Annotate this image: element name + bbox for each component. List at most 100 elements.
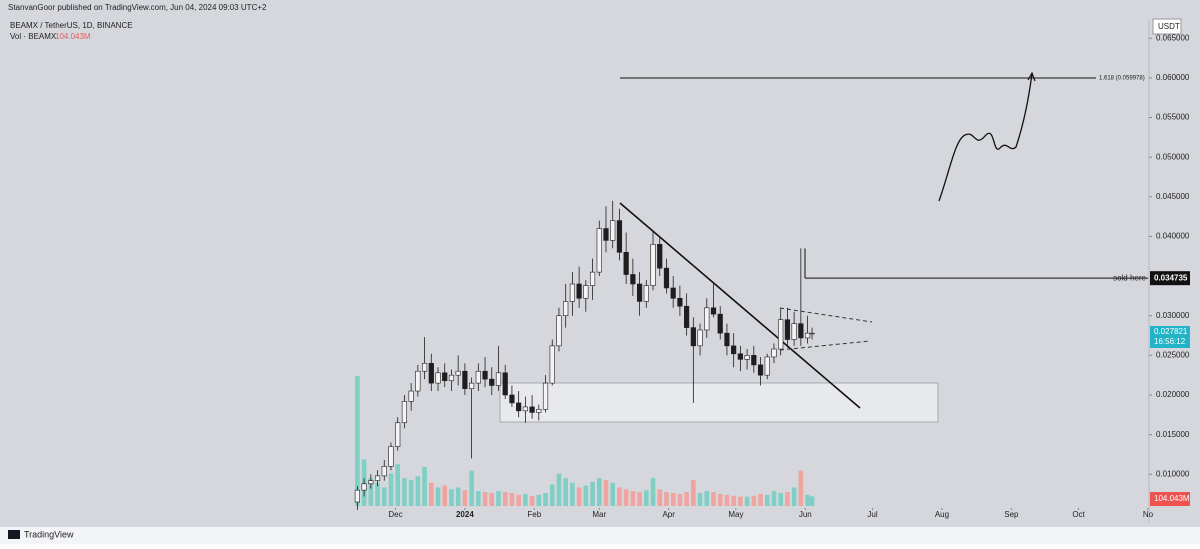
brand: TradingView	[8, 529, 74, 539]
candle-body	[583, 285, 589, 299]
candle-body	[630, 274, 636, 285]
candle-body	[428, 362, 434, 384]
volume-bar	[724, 494, 730, 506]
volume-bar	[704, 491, 710, 506]
candle-body	[381, 466, 387, 477]
volume-bar	[489, 493, 495, 506]
candle-body	[650, 244, 656, 286]
candle-body	[697, 329, 703, 347]
candle-body	[475, 370, 481, 384]
candle-body	[677, 297, 683, 307]
candle-body	[704, 307, 710, 331]
candle-body	[536, 408, 542, 413]
brand-logo	[8, 530, 20, 539]
candle-body	[804, 332, 811, 339]
volume-bar	[543, 493, 548, 506]
volume-bar	[402, 478, 407, 506]
y-tick-label: 0.050000	[1156, 152, 1190, 161]
volume-bar	[509, 493, 515, 506]
volume-bar	[684, 492, 689, 506]
x-tick-label: 2024	[456, 510, 474, 519]
volume-bar	[563, 478, 568, 506]
volume-bar	[603, 480, 609, 506]
y-tick-label: 0.065000	[1156, 33, 1190, 42]
triangle-lower	[779, 340, 871, 351]
candle-body	[395, 422, 401, 447]
volume-bar	[583, 485, 589, 506]
volume-bar	[650, 478, 656, 506]
candle-body	[657, 244, 663, 269]
volume-bar	[771, 491, 777, 506]
candle-body	[809, 332, 815, 335]
candle-body	[623, 251, 629, 275]
volume-bar	[637, 492, 642, 506]
x-tick-label: Mar	[592, 510, 606, 519]
candle-body	[690, 327, 696, 347]
candle-body	[556, 315, 562, 347]
x-tick-label: Dec	[388, 510, 402, 519]
candle-body	[798, 323, 804, 339]
candle-body	[374, 475, 381, 481]
projection-path	[938, 73, 1033, 202]
candle-body	[401, 401, 408, 424]
candle-body	[455, 370, 461, 376]
x-tick-label: Sep	[1004, 510, 1019, 519]
y-tick-label: 0.040000	[1156, 232, 1190, 241]
candle-body	[489, 378, 495, 386]
candle-body	[408, 390, 414, 402]
volume-bar	[623, 489, 629, 506]
x-tick-label: Aug	[935, 510, 949, 519]
currency-box	[1152, 18, 1182, 35]
volume-bar	[355, 376, 360, 506]
candle-body	[361, 483, 367, 491]
volume-bar	[381, 487, 387, 506]
candle-body	[435, 372, 441, 384]
candle-body	[610, 220, 616, 241]
volume-bar	[617, 487, 622, 506]
candle-body	[542, 382, 549, 410]
candle-body	[636, 283, 643, 302]
x-tick-label: Feb	[527, 510, 541, 519]
x-tick-label: Apr	[662, 510, 675, 519]
y-tick-label: 0.010000	[1156, 469, 1190, 478]
candle-body	[415, 370, 421, 392]
volume-bar	[596, 478, 602, 506]
drawings	[499, 71, 1036, 423]
candle-body	[717, 313, 723, 334]
trend-line	[619, 202, 861, 409]
volume-bar	[751, 495, 757, 506]
candle-body	[576, 283, 582, 299]
candle-body	[509, 394, 515, 404]
candle-body	[368, 480, 374, 485]
volume-bar	[429, 482, 434, 506]
volume-bar	[630, 491, 636, 506]
volume-bar	[657, 489, 663, 506]
y-tick-label: 0.055000	[1156, 113, 1190, 122]
brand-name: TradingView	[24, 529, 74, 539]
sold-text: sold here	[1113, 273, 1146, 282]
candle-body	[737, 353, 743, 360]
volume-bar	[375, 482, 380, 506]
volume-bar	[644, 490, 649, 506]
volume-bar	[549, 484, 555, 506]
volume-bar	[462, 490, 468, 506]
volume-bar	[556, 473, 562, 506]
volume-bar	[502, 492, 508, 506]
candle-body	[442, 372, 448, 382]
candle-body	[482, 370, 488, 380]
candle-body	[569, 283, 576, 302]
candle-body	[421, 362, 428, 372]
volume-bar	[731, 495, 736, 506]
candle-body	[616, 220, 623, 253]
y-tick-label: 0.045000	[1156, 192, 1190, 201]
volume-bar	[610, 482, 616, 506]
y-tick-label: 0.060000	[1156, 73, 1190, 82]
volume-bar	[758, 493, 763, 506]
volume-bar	[570, 482, 575, 506]
candle-body	[643, 285, 649, 302]
volume-bar	[482, 492, 488, 506]
volume-bar	[697, 493, 703, 506]
x-tick-label: Jul	[867, 510, 877, 519]
candle-body	[663, 267, 670, 289]
